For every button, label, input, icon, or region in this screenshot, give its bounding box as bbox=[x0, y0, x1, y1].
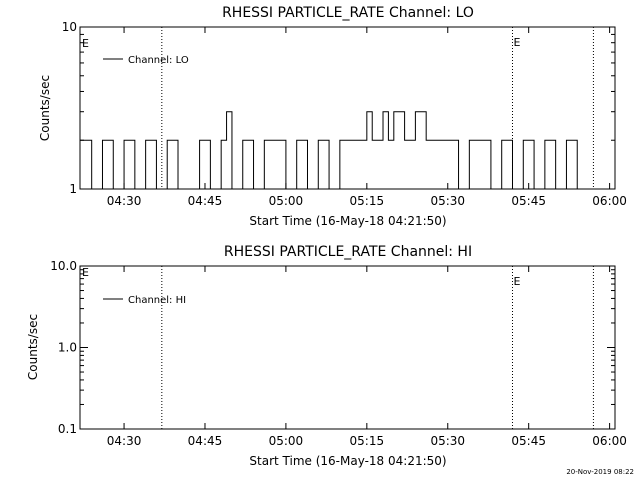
x-tick-label: 05:45 bbox=[511, 434, 546, 448]
axis-ticks: 04:30 04:45 05:00 05:15 05:30 05:45 06:00 0.1 1.… bbox=[50, 259, 627, 448]
edge-marker-label: E bbox=[82, 37, 89, 50]
plot-frame bbox=[79, 265, 616, 430]
edge-marker-label: E bbox=[82, 266, 89, 279]
y-tick-label: 1.0 bbox=[58, 341, 77, 355]
x-tick-label: 04:30 bbox=[107, 434, 142, 448]
plot-frame bbox=[79, 26, 616, 190]
series-layer bbox=[80, 111, 578, 190]
footer-timestamp: 20-Nov-2019 08:22 bbox=[566, 468, 634, 476]
panel-hi: RHESSI PARTICLE_RATE Channel: HI 04:30 04… bbox=[26, 244, 627, 468]
x-tick-label: 06:00 bbox=[592, 434, 627, 448]
x-tick-label: 04:45 bbox=[188, 434, 223, 448]
x-tick-label: 05:00 bbox=[269, 194, 304, 208]
legend: Channel: LO bbox=[103, 55, 189, 66]
x-tick-label: 05:30 bbox=[430, 194, 465, 208]
y-tick-label: 1 bbox=[69, 182, 77, 196]
y-axis-label: Counts/sec bbox=[26, 314, 40, 380]
x-tick-label: 05:15 bbox=[350, 434, 385, 448]
event-markers: E bbox=[161, 27, 594, 189]
axis-ticks: 04:30 04:45 05:00 05:15 05:30 05:45 06:00 1 10 bbox=[62, 20, 627, 208]
x-tick-label: 05:15 bbox=[350, 194, 385, 208]
event-markers: E bbox=[161, 266, 594, 429]
x-axis-label: Start Time (16-May-18 04:21:50) bbox=[249, 214, 446, 228]
chart-title: RHESSI PARTICLE_RATE Channel: LO bbox=[222, 5, 474, 21]
x-axis-label: Start Time (16-May-18 04:21:50) bbox=[249, 454, 446, 468]
x-tick-label: 05:00 bbox=[269, 434, 304, 448]
panel-lo: RHESSI PARTICLE_RATE Channel: LO 04:30 04… bbox=[38, 5, 627, 228]
event-marker-label: E bbox=[513, 36, 520, 49]
y-axis-label: Counts/sec bbox=[38, 75, 52, 141]
legend-label: Channel: LO bbox=[128, 55, 189, 66]
y-tick-label: 0.1 bbox=[58, 422, 77, 436]
y-tick-label: 10 bbox=[62, 20, 77, 34]
x-tick-label: 05:45 bbox=[511, 194, 546, 208]
series-line bbox=[80, 111, 578, 190]
event-marker-label: E bbox=[513, 275, 520, 288]
x-tick-label: 05:30 bbox=[430, 434, 465, 448]
x-tick-label: 06:00 bbox=[592, 194, 627, 208]
x-tick-label: 04:45 bbox=[188, 194, 223, 208]
legend-label: Channel: HI bbox=[128, 295, 186, 306]
chart-title: RHESSI PARTICLE_RATE Channel: HI bbox=[224, 244, 472, 260]
y-tick-label: 10.0 bbox=[50, 259, 77, 273]
legend: Channel: HI bbox=[103, 295, 186, 306]
x-tick-label: 04:30 bbox=[107, 194, 142, 208]
